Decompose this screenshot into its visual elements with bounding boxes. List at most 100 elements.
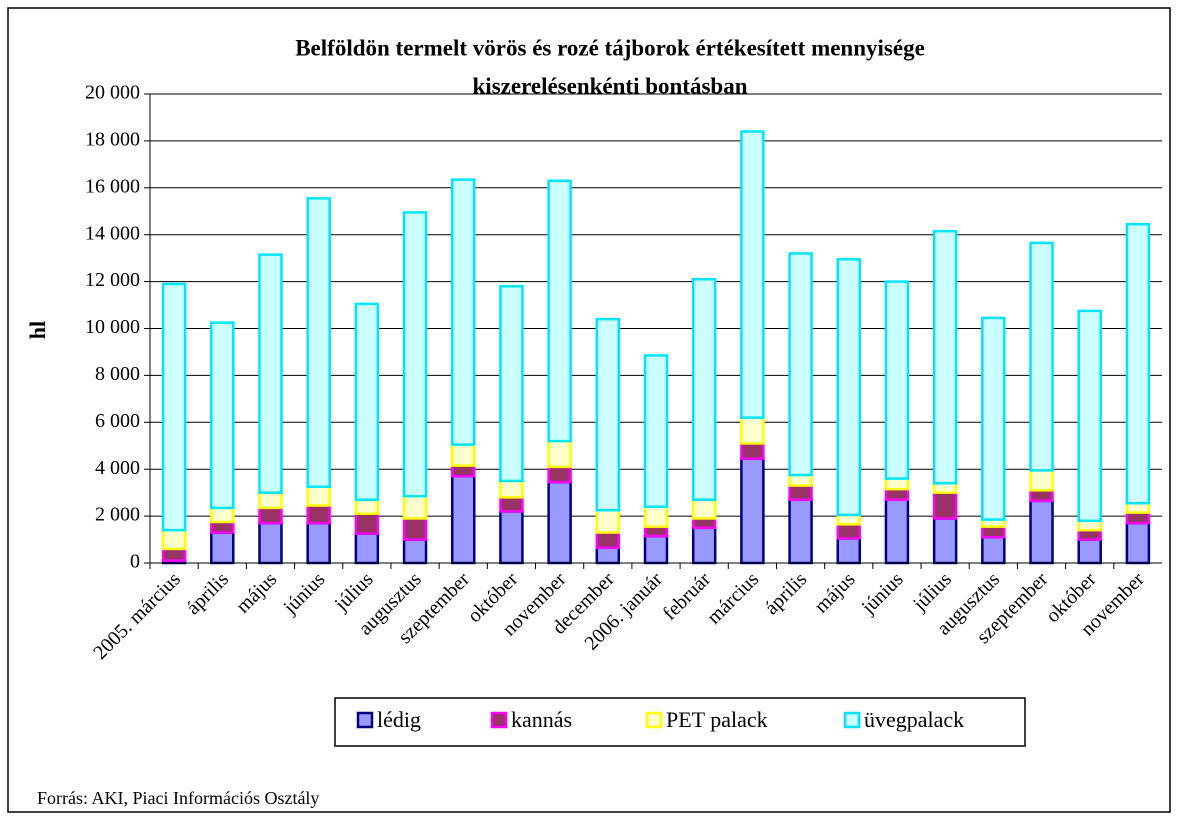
- bar-segment: [258, 521, 283, 565]
- bar-segment: [1077, 309, 1102, 523]
- bar-segment: [643, 354, 669, 508]
- bar-segment: [354, 498, 380, 516]
- bar-segment: [740, 416, 765, 445]
- legend-label: kannás: [511, 707, 572, 732]
- bar-segment: [258, 253, 283, 494]
- bar-segment: [450, 443, 476, 467]
- bar-segment: [306, 485, 331, 507]
- bar-segment: [210, 321, 235, 510]
- bar-segment: [884, 487, 910, 501]
- bar-segment: [258, 506, 283, 525]
- bar-segment: [691, 517, 717, 530]
- bar-segment: [884, 498, 910, 565]
- bar-segment: [402, 517, 428, 541]
- bar-segment: [643, 505, 669, 528]
- bar-segment: [450, 178, 476, 446]
- bar-segment: [691, 498, 717, 520]
- y-tick-label: 18 000: [85, 128, 140, 150]
- bar-segment: [1029, 499, 1054, 565]
- bar-segment: [643, 525, 669, 538]
- bar-segment: [499, 479, 524, 499]
- bar-segment: [402, 494, 428, 520]
- legend-label: üvegpalack: [864, 707, 964, 732]
- y-tick-label: 6 000: [95, 410, 140, 432]
- bar-segment: [547, 465, 572, 484]
- chart-title: kiszerelésenkénti bontásban: [473, 73, 748, 98]
- bar-segment: [595, 531, 621, 550]
- bar-segment: [306, 504, 331, 525]
- bar-segment: [450, 474, 476, 565]
- bar-segment: [402, 538, 428, 565]
- bar-segment: [1125, 521, 1151, 565]
- bar-segment: [547, 480, 572, 565]
- chart-title: Belföldön termelt vörös és rozé tájborok…: [295, 35, 925, 60]
- chart-border: [7, 7, 1171, 813]
- bar-segment: [981, 525, 1006, 539]
- y-tick-label: 0: [130, 551, 140, 573]
- legend-swatch: [843, 711, 861, 729]
- bar-segment: [981, 535, 1006, 565]
- bar-segment: [836, 513, 862, 526]
- bar-segment: [210, 520, 235, 534]
- bar-segment: [740, 130, 765, 419]
- bar-segment: [836, 258, 862, 517]
- legend-swatch: [356, 711, 374, 729]
- bar-segment: [643, 534, 669, 565]
- bar-segment: [402, 211, 428, 498]
- bar-segment: [788, 484, 813, 501]
- bar-segment: [499, 510, 524, 565]
- bar-segment: [932, 482, 958, 494]
- bar-segment: [450, 464, 476, 478]
- legend-box: [334, 697, 1026, 747]
- y-tick-label: 16 000: [85, 175, 140, 197]
- bar-segment: [1029, 469, 1054, 492]
- y-tick-label: 10 000: [85, 316, 140, 338]
- bar-segment: [691, 526, 717, 565]
- bar-segment: [499, 496, 524, 513]
- bar-segment: [595, 546, 621, 565]
- y-tick-label: 12 000: [85, 269, 140, 291]
- bar-segment: [306, 521, 331, 565]
- bar-segment: [932, 491, 958, 520]
- bar-segment: [932, 517, 958, 565]
- bar-segment: [161, 282, 187, 532]
- bar-segment: [1125, 501, 1151, 514]
- bar-segment: [788, 473, 813, 487]
- bar-segment: [1125, 222, 1151, 505]
- bar-segment: [932, 229, 958, 485]
- bar-segment: [740, 457, 765, 565]
- bar-segment: [788, 252, 813, 477]
- bar-segment: [595, 317, 621, 512]
- y-tick-label: 2 000: [95, 504, 140, 526]
- bar-segment: [884, 477, 910, 491]
- y-tick-label: 20 000: [85, 82, 140, 104]
- source-note: Forrás: AKI, Piaci Információs Osztály: [37, 788, 319, 808]
- bar-segment: [161, 547, 187, 562]
- bar-segment: [354, 532, 380, 565]
- bar-segment: [981, 316, 1006, 521]
- bar-segment: [354, 512, 380, 535]
- bar-segment: [161, 528, 187, 551]
- y-tick-label: 4 000: [95, 457, 140, 479]
- bar-segment: [788, 498, 813, 565]
- legend-swatch: [490, 711, 508, 729]
- bar-segment: [354, 302, 380, 501]
- bar-segment: [836, 523, 862, 540]
- bar-segment: [547, 179, 572, 443]
- bar-segment: [595, 508, 621, 534]
- bar-segment: [1029, 489, 1054, 503]
- bar-segment: [306, 197, 331, 489]
- bar-segment: [210, 506, 235, 524]
- bar-segment: [740, 442, 765, 460]
- bar-segment: [1077, 519, 1102, 532]
- bar-segment: [258, 491, 283, 510]
- bar-segment: [1125, 511, 1151, 525]
- bar-segment: [547, 439, 572, 469]
- bar-segment: [836, 537, 862, 565]
- legend-label: lédig: [377, 707, 421, 732]
- y-tick-label: 8 000: [95, 363, 140, 385]
- bar-segment: [499, 285, 524, 483]
- bar-segment: [1077, 528, 1102, 541]
- y-tick-label: 14 000: [85, 222, 140, 244]
